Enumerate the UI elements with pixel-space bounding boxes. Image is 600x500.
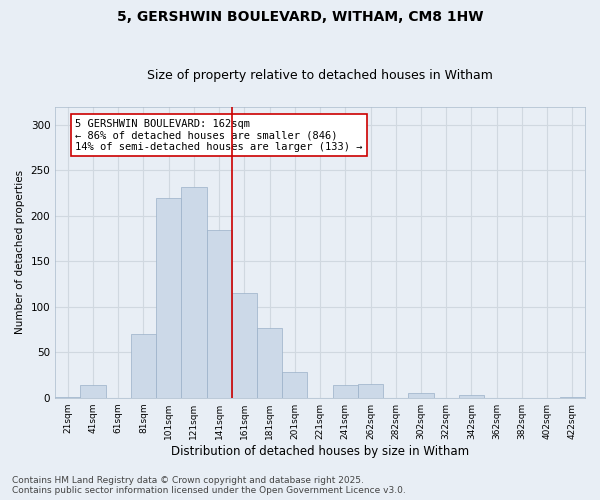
Bar <box>282 372 307 398</box>
Text: 5, GERSHWIN BOULEVARD, WITHAM, CM8 1HW: 5, GERSHWIN BOULEVARD, WITHAM, CM8 1HW <box>117 10 483 24</box>
Bar <box>131 334 156 398</box>
X-axis label: Distribution of detached houses by size in Witham: Distribution of detached houses by size … <box>171 444 469 458</box>
Bar <box>358 384 383 398</box>
Text: Contains HM Land Registry data © Crown copyright and database right 2025.
Contai: Contains HM Land Registry data © Crown c… <box>12 476 406 495</box>
Bar <box>409 393 434 398</box>
Title: Size of property relative to detached houses in Witham: Size of property relative to detached ho… <box>147 69 493 82</box>
Bar <box>232 293 257 398</box>
Bar <box>181 187 206 398</box>
Bar <box>80 385 106 398</box>
Bar <box>55 397 80 398</box>
Bar <box>459 395 484 398</box>
Bar <box>156 198 181 398</box>
Y-axis label: Number of detached properties: Number of detached properties <box>15 170 25 334</box>
Bar <box>257 328 282 398</box>
Bar <box>332 385 358 398</box>
Bar <box>206 230 232 398</box>
Bar <box>560 397 585 398</box>
Text: 5 GERSHWIN BOULEVARD: 162sqm
← 86% of detached houses are smaller (846)
14% of s: 5 GERSHWIN BOULEVARD: 162sqm ← 86% of de… <box>76 118 363 152</box>
